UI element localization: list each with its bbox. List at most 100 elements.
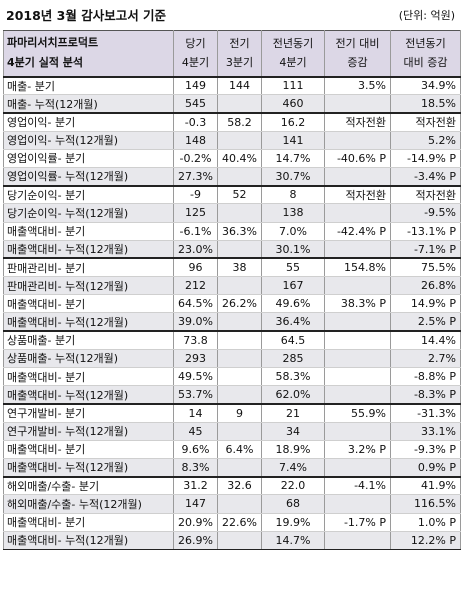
value-cell: 9 <box>217 402 262 423</box>
row-label: 판매관리비- 누적(12개월) <box>3 276 174 296</box>
value-cell: 68 <box>261 494 325 514</box>
value-cell: 30.1% <box>261 240 325 259</box>
table-row: 매출액대비- 분기 -6.1% 36.3% 7.0% -42.4% P -13.1% P <box>3 222 461 241</box>
value-cell <box>217 349 262 369</box>
value-cell: 45 <box>173 422 218 441</box>
row-label: 당기순이익- 분기 <box>3 184 174 205</box>
table-row: 상품매출- 분기 73.8 64.5 14.4% <box>3 330 461 350</box>
value-cell: 적자전환 <box>390 111 461 132</box>
value-cell: -42.4% P <box>324 222 391 241</box>
header-yoy-change: 전년동기 대비 증감 <box>390 30 461 78</box>
value-cell <box>217 240 262 259</box>
header-line: 4분기 <box>181 56 210 70</box>
value-cell: 14.7% <box>261 531 325 550</box>
value-cell <box>217 131 262 150</box>
value-cell: -7.1% P <box>390 240 461 259</box>
value-cell: 2.7% <box>390 349 461 369</box>
value-cell <box>217 494 262 514</box>
value-cell <box>324 349 391 369</box>
value-cell: 53.7% <box>173 385 218 404</box>
table-row: 해외매출/수출- 누적(12개월) 147 68 116.5% <box>3 494 461 514</box>
value-cell: -9 <box>173 184 218 205</box>
value-cell: -9.3% P <box>390 440 461 459</box>
value-cell: 58.2 <box>217 111 262 132</box>
value-cell: -14.9% P <box>390 149 461 168</box>
value-cell <box>324 458 391 477</box>
value-cell: 21 <box>261 402 325 423</box>
row-label: 연구개발비- 분기 <box>3 402 174 423</box>
table-header: 파마리서치프로덕트 4분기 실적 분석 당기 4분기 전기 3분기 전년동기 4… <box>3 30 461 78</box>
value-cell: 7.4% <box>261 458 325 477</box>
value-cell: 149 <box>173 76 218 96</box>
row-label: 연구개발비- 누적(12개월) <box>3 422 174 441</box>
table-row: 영업이익- 누적(12개월) 148 141 5.2% <box>3 131 461 150</box>
value-cell: 14.9% P <box>390 294 461 314</box>
header-prior-year-quarter: 전년동기 4분기 <box>261 30 325 78</box>
value-cell <box>217 203 262 223</box>
value-cell: 14 <box>173 402 218 423</box>
value-cell: -0.2% <box>173 149 218 168</box>
row-label: 매출액대비- 누적(12개월) <box>3 240 174 259</box>
value-cell: 18.5% <box>390 94 461 113</box>
value-cell <box>324 531 391 550</box>
row-label: 해외매출/수출- 누적(12개월) <box>3 494 174 514</box>
value-cell: 41.9% <box>390 475 461 496</box>
value-cell <box>324 203 391 223</box>
value-cell: -40.6% P <box>324 149 391 168</box>
value-cell: 40.4% <box>217 149 262 168</box>
table-row: 연구개발비- 누적(12개월) 45 34 33.1% <box>3 422 461 441</box>
table-row: 매출액대비- 누적(12개월) 26.9% 14.7% 12.2% P <box>3 531 461 550</box>
header-line: 당기 <box>185 37 206 51</box>
value-cell: 138 <box>261 203 325 223</box>
value-cell: 148 <box>173 131 218 150</box>
value-cell: 12.2% P <box>390 531 461 550</box>
value-cell: 49.5% <box>173 367 218 387</box>
value-cell: -3.4% P <box>390 167 461 186</box>
row-label: 판매관리비- 분기 <box>3 257 174 278</box>
header-line: 증감 <box>347 56 368 70</box>
header-line: 전년동기 <box>272 37 314 51</box>
table-row: 매출액대비- 누적(12개월) 39.0% 36.4% 2.5% P <box>3 312 461 332</box>
value-cell <box>324 422 391 441</box>
row-label: 매출액대비- 누적(12개월) <box>3 458 174 477</box>
value-cell: 116.5% <box>390 494 461 514</box>
value-cell: 23.0% <box>173 240 218 259</box>
value-cell <box>324 94 391 113</box>
row-label: 매출액대비- 분기 <box>3 440 174 459</box>
table-row: 매출- 누적(12개월) 545 460 18.5% <box>3 94 461 113</box>
row-label: 매출- 분기 <box>3 76 174 96</box>
value-cell: 38.3% P <box>324 294 391 314</box>
value-cell: -4.1% <box>324 475 391 496</box>
table-row: 영업이익률- 누적(12개월) 27.3% 30.7% -3.4% P <box>3 167 461 186</box>
row-label: 영업이익률- 분기 <box>3 149 174 168</box>
table-row: 영업이익- 분기 -0.3 58.2 16.2 적자전환 적자전환 <box>3 111 461 132</box>
row-label: 영업이익- 누적(12개월) <box>3 131 174 150</box>
value-cell: -1.7% P <box>324 513 391 532</box>
value-cell <box>217 94 262 113</box>
table-row: 해외매출/수출- 분기 31.2 32.6 22.0 -4.1% 41.9% <box>3 475 461 496</box>
value-cell: 154.8% <box>324 257 391 278</box>
value-cell: 52 <box>217 184 262 205</box>
row-label: 상품매출- 분기 <box>3 330 174 350</box>
report-title: 2018년 3월 감사보고서 기준 <box>6 8 167 23</box>
table-row: 매출액대비- 분기 49.5% 58.3% -8.8% P <box>3 367 461 387</box>
value-cell: 32.6 <box>217 475 262 496</box>
value-cell: 14.7% <box>261 149 325 168</box>
value-cell: 73.8 <box>173 330 218 350</box>
value-cell: 64.5% <box>173 294 218 314</box>
header-line: 4분기 <box>279 56 307 70</box>
value-cell: 30.7% <box>261 167 325 186</box>
value-cell: 33.1% <box>390 422 461 441</box>
earnings-table: 파마리서치프로덕트 4분기 실적 분석 당기 4분기 전기 3분기 전년동기 4… <box>3 30 461 550</box>
value-cell: 144 <box>217 76 262 96</box>
value-cell: 26.9% <box>173 531 218 550</box>
value-cell <box>217 385 262 404</box>
row-label: 매출액대비- 누적(12개월) <box>3 531 174 550</box>
row-label: 매출- 누적(12개월) <box>3 94 174 113</box>
table-row: 매출액대비- 분기 20.9% 22.6% 19.9% -1.7% P 1.0% P <box>3 513 461 532</box>
value-cell: 8.3% <box>173 458 218 477</box>
value-cell: 3.2% P <box>324 440 391 459</box>
value-cell: 141 <box>261 131 325 150</box>
value-cell: -0.3 <box>173 111 218 132</box>
value-cell <box>324 385 391 404</box>
